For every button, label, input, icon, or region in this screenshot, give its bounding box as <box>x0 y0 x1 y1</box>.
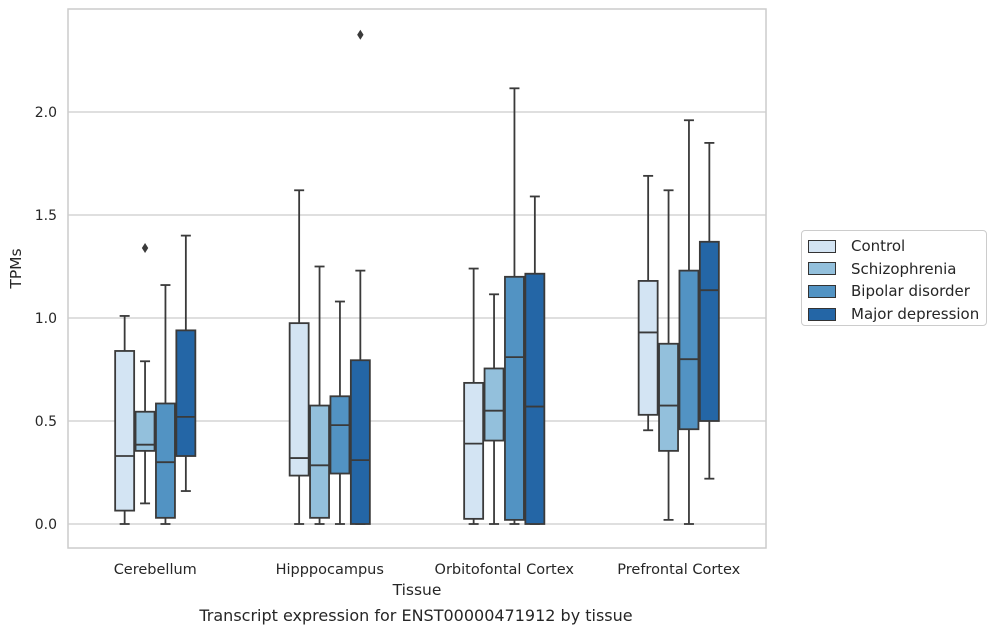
box-major-depression <box>698 240 720 422</box>
legend-item: Bipolar disorder <box>808 280 986 303</box>
legend-label: Schizophrenia <box>851 259 957 278</box>
y-axis-label: TPMs <box>7 248 25 289</box>
chart-legend: Control Schizophrenia Bipolar disorder Majo… <box>801 230 987 326</box>
box-control <box>288 322 310 477</box>
y-tick-label: 2.0 <box>35 105 57 121</box>
box-major-depression <box>524 272 546 525</box>
box-schizophrenia <box>658 342 679 452</box>
legend-item: Schizophrenia <box>808 258 986 281</box>
legend-swatch <box>808 307 836 321</box>
box-bipolar-disorder <box>329 395 351 475</box>
y-tick-label: 1.0 <box>35 311 57 327</box>
box-major-depression <box>349 359 371 525</box>
box-schizophrenia <box>134 410 156 452</box>
y-tick-label: 1.5 <box>35 208 57 224</box>
box-bipolar-disorder <box>504 275 525 521</box>
chart-caption: Transcript expression for ENST0000047191… <box>199 606 633 625</box>
legend-label: Major depression <box>851 305 980 324</box>
legend-swatch <box>808 284 836 298</box>
x-tick-label: Prefrontal Cortex <box>617 562 740 578</box>
box-bipolar-disorder <box>678 269 700 431</box>
y-tick-label: 0.0 <box>35 517 57 533</box>
y-tick-label: 0.5 <box>35 414 57 430</box>
box-control <box>114 350 136 512</box>
x-tick-label: Orbitofontal Cortex <box>435 562 575 578</box>
legend-swatch <box>808 239 836 253</box>
x-tick-label: Cerebellum <box>114 562 197 578</box>
outlier-point <box>141 242 149 253</box>
box-schizophrenia <box>309 404 330 519</box>
box-schizophrenia <box>483 367 505 442</box>
box-major-depression <box>175 329 197 457</box>
x-axis-label: Tissue <box>392 581 442 599</box>
legend-item: Control <box>808 235 986 258</box>
outlier-point <box>357 29 364 40</box>
box-control <box>463 381 485 520</box>
legend-label: Control <box>851 237 906 256</box>
x-tick-label: Hipppocampus <box>276 562 384 578</box>
plot-frame <box>67 8 767 549</box>
legend-item: Major depression <box>808 303 986 326</box>
box-bipolar-disorder <box>155 402 176 519</box>
legend-label: Bipolar disorder <box>851 282 970 301</box>
box-control <box>637 280 659 416</box>
legend-swatch <box>808 262 836 276</box>
